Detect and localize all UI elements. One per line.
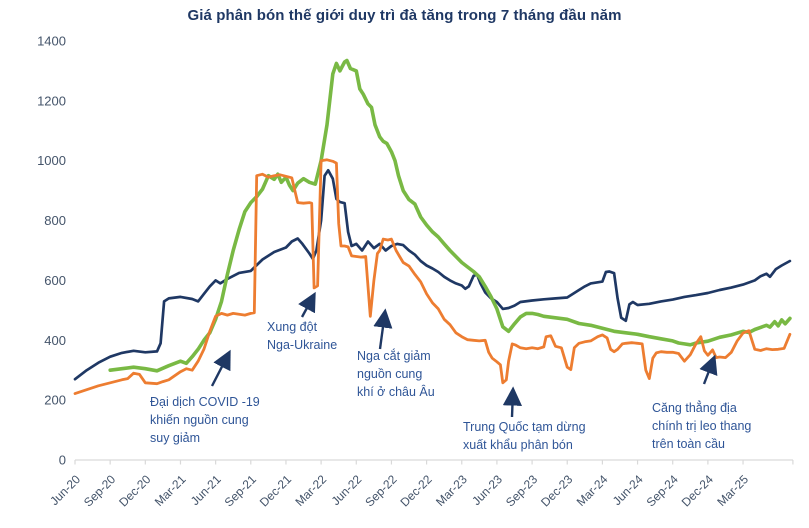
x-axis-tick-label: Jun-23 [469,472,505,508]
y-axis-tick-label: 1200 [37,93,66,108]
series-line-orange-series [73,158,792,396]
annotation-label-covid: Đại dịch COVID -19 khiến nguồn cung suy gi… [150,395,260,445]
annotation-arrow-cang-thang-dia-chinh-tri [699,354,718,385]
y-axis-tick-label: 1400 [37,34,66,49]
x-axis-tick-label: Mar-24 [574,472,611,509]
y-axis-tick-label: 1000 [37,153,66,168]
annotation-label-cang-thang-dia-chinh-tri: Căng thẳng địa chính trị leo thang trên to… [652,400,751,451]
y-axis-tick-label: 0 [59,453,66,468]
x-axis-tick-label: Sep-20 [81,472,118,509]
y-axis-tick-label: 200 [44,393,66,408]
x-axis-tick-label: Dec-23 [538,472,575,509]
x-axis-tick-label: Dec-24 [679,472,716,509]
x-axis-tick-label: Jun-20 [47,472,83,508]
annotation-arrow-xung-dot-nga-ukraine [298,291,316,318]
y-axis-tick-label: 600 [44,273,66,288]
x-axis-tick-label: Sep-22 [362,472,399,509]
series-line-dark-blue-series [73,168,792,381]
x-axis-tick-label: Dec-22 [397,472,434,509]
annotation-label-trung-quoc-dung-xuat-khau: Trung Quốc tạm dừng xuất khẩu phân bón [463,420,586,452]
annotation-arrow-trung-quoc-dung-xuat-khau [502,386,523,418]
x-axis-tick-label: Sep-21 [222,472,259,509]
x-axis-tick-label: Mar-21 [152,472,189,509]
x-axis-tick-label: Dec-20 [116,472,153,509]
x-axis-tick-label: Mar-22 [292,472,329,509]
annotation-arrow-covid [210,349,231,387]
x-axis-tick-label: Sep-24 [644,472,681,509]
x-axis-tick-label: Jun-22 [329,472,365,508]
x-axis-tick-label: Dec-21 [257,472,294,509]
x-axis-tick-label: Jun-24 [610,472,646,508]
chart-title: Giá phân bón thế giới duy trì đà tăng tr… [187,7,622,24]
x-axis-tick-label: Mar-25 [714,472,751,509]
x-axis-tick-label: Jun-21 [188,472,224,508]
x-axis-tick-label: Sep-23 [503,472,540,509]
y-axis-tick-label: 400 [44,333,66,348]
x-axis-tick-label: Mar-23 [433,472,470,509]
annotation-label-nga-cat-giam-khi: Nga cắt giảm nguồn cung khí ở châu Âu [357,348,435,399]
y-axis-tick-label: 800 [44,213,66,228]
annotation-label-xung-dot-nga-ukraine: Xung đột Nga-Ukraine [267,320,337,352]
annotation-arrow-nga-cat-giam-khi [373,308,393,350]
series-line-green-series [108,58,792,373]
